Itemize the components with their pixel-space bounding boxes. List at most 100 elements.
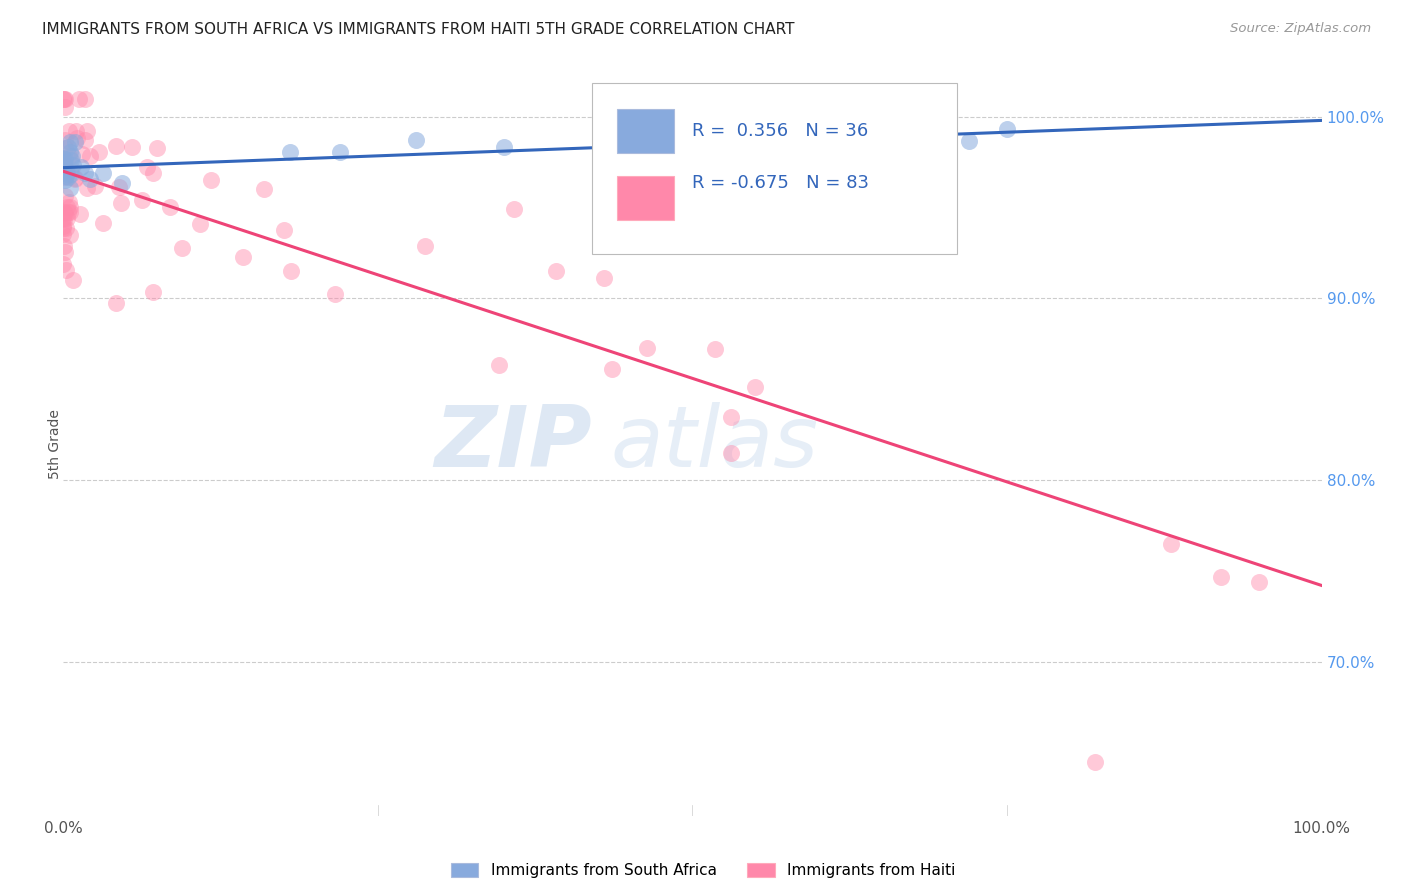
Text: ZIP: ZIP: [434, 402, 592, 485]
Point: [142, 166, 165, 180]
Point: [67, 92, 90, 106]
Point: [111, 177, 134, 191]
Point: [108, 179, 131, 194]
Point: [59, 136, 82, 150]
Point: [135, 161, 157, 175]
Point: [280, 264, 302, 278]
Point: [52, 155, 75, 169]
Point: [76, 124, 98, 138]
Point: [744, 379, 766, 393]
Point: [52, 158, 75, 172]
Point: [52, 152, 75, 166]
Point: [1160, 536, 1182, 550]
Point: [52, 204, 75, 219]
Point: [1084, 755, 1107, 769]
Point: [73, 132, 96, 146]
Point: [70, 147, 93, 161]
Point: [232, 250, 254, 264]
Point: [53, 152, 76, 166]
Point: [79, 172, 101, 186]
Point: [91, 166, 114, 180]
Point: [52, 92, 75, 106]
Point: [53, 155, 76, 169]
Point: [75, 92, 97, 106]
Point: [52, 219, 75, 234]
Point: [65, 124, 87, 138]
Point: [405, 133, 427, 147]
Point: [58, 145, 80, 159]
Point: [503, 202, 526, 216]
Point: [53, 189, 76, 203]
Point: [52, 161, 75, 176]
Point: [59, 205, 82, 219]
Point: [53, 173, 76, 187]
Point: [53, 212, 76, 227]
Point: [55, 263, 77, 277]
Point: [593, 271, 616, 285]
Point: [104, 138, 127, 153]
Point: [110, 196, 132, 211]
Point: [53, 206, 76, 220]
Text: atlas: atlas: [610, 402, 818, 485]
Point: [52, 159, 75, 173]
Point: [104, 295, 127, 310]
Point: [188, 218, 211, 232]
Point: [52, 166, 75, 180]
Point: [56, 211, 79, 225]
Point: [91, 216, 114, 230]
Point: [62, 158, 84, 172]
Point: [1209, 570, 1232, 584]
Point: [58, 124, 80, 138]
Point: [53, 140, 76, 154]
Point: [73, 165, 96, 179]
Point: [79, 149, 101, 163]
Point: [56, 140, 79, 154]
Point: [59, 181, 82, 195]
Point: [55, 200, 77, 214]
FancyBboxPatch shape: [592, 83, 956, 254]
Point: [55, 221, 77, 235]
Point: [636, 341, 658, 355]
Point: [720, 446, 742, 460]
Y-axis label: 5th Grade: 5th Grade: [48, 409, 62, 479]
Point: [253, 182, 276, 196]
Point: [52, 238, 75, 252]
Point: [59, 227, 82, 242]
Point: [52, 169, 75, 184]
Point: [55, 163, 77, 178]
Point: [56, 164, 79, 178]
Point: [720, 409, 742, 424]
Point: [703, 342, 725, 356]
Point: [70, 160, 93, 174]
Point: [63, 172, 86, 186]
Point: [200, 172, 222, 186]
Point: [89, 145, 111, 159]
Point: [273, 223, 295, 237]
Point: [83, 179, 105, 194]
Point: [53, 92, 76, 106]
Point: [63, 170, 86, 185]
Legend: Immigrants from South Africa, Immigrants from Haiti: Immigrants from South Africa, Immigrants…: [444, 857, 962, 884]
Point: [55, 169, 77, 183]
Point: [142, 285, 165, 299]
Point: [1247, 575, 1270, 590]
Point: [52, 92, 75, 106]
Point: [56, 169, 79, 184]
Point: [52, 221, 75, 235]
Point: [995, 122, 1018, 136]
Text: Source: ZipAtlas.com: Source: ZipAtlas.com: [1230, 22, 1371, 36]
Point: [159, 200, 181, 214]
Point: [323, 287, 346, 301]
Point: [62, 273, 84, 287]
Bar: [617, 109, 673, 153]
Point: [52, 227, 75, 241]
Point: [329, 145, 352, 159]
Text: IMMIGRANTS FROM SOUTH AFRICA VS IMMIGRANTS FROM HAITI 5TH GRADE CORRELATION CHAR: IMMIGRANTS FROM SOUTH AFRICA VS IMMIGRAN…: [42, 22, 794, 37]
Point: [60, 167, 83, 181]
Point: [52, 211, 75, 225]
Point: [807, 137, 830, 152]
Point: [52, 156, 75, 170]
Point: [58, 194, 80, 209]
Point: [619, 148, 641, 162]
Point: [488, 358, 510, 372]
